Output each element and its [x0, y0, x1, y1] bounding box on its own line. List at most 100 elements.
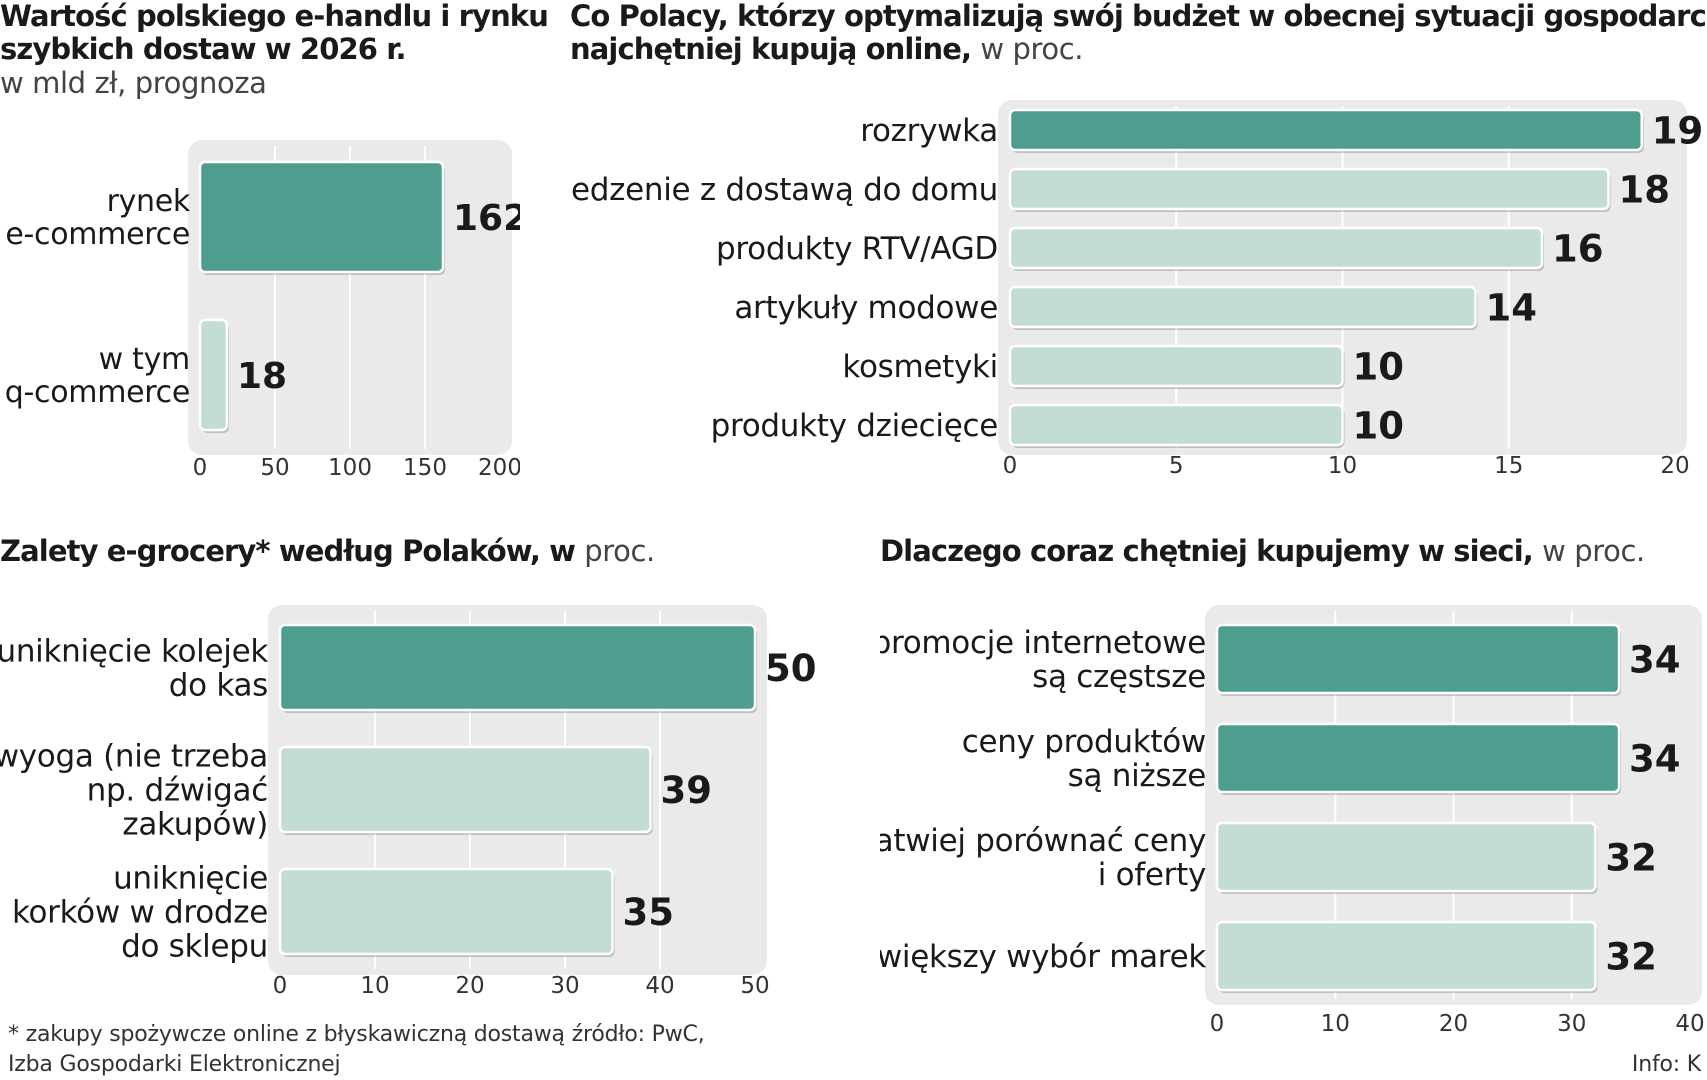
- category-label: do sklepu: [121, 928, 268, 964]
- category-label: rozrywka: [860, 113, 998, 149]
- chart-title-line-2: szybkich dostaw w 2026 r.: [0, 32, 407, 66]
- category-label: są częstsze: [1032, 659, 1206, 695]
- chart-title: Zalety e-grocery* według Polaków, w proc…: [0, 535, 655, 568]
- x-tick-label: 20: [1439, 1011, 1468, 1035]
- x-tick-label: 30: [1557, 1011, 1586, 1035]
- data-label: 18: [1619, 168, 1671, 211]
- category-label: produkty dziecięce: [711, 408, 998, 444]
- data-label: 35: [623, 891, 675, 934]
- chart-title-unit: proc.: [584, 534, 655, 568]
- x-tick-label: 50: [740, 973, 769, 999]
- x-tick-label: 100: [328, 455, 372, 480]
- data-label: 39: [661, 769, 713, 812]
- data-label: 34: [1629, 638, 1681, 681]
- chart-title: Wartość polskiego e-handlu i rynku szybk…: [0, 0, 549, 66]
- x-tick-label: 10: [1328, 453, 1357, 479]
- x-tick-label: 10: [1321, 1011, 1350, 1035]
- data-label: 10: [1353, 345, 1405, 388]
- bar: [1008, 403, 1344, 447]
- category-label: kosmetyki: [842, 349, 998, 385]
- category-label: np. dźwigać: [87, 772, 268, 808]
- data-label: 32: [1605, 935, 1657, 978]
- x-tick-label: 200: [478, 455, 520, 480]
- x-tick-label: 30: [550, 973, 579, 999]
- bar: [1008, 108, 1643, 152]
- chart-why-online: Dlaczego coraz chętniej kupujemy w sieci…: [880, 535, 1707, 1036]
- bar: [1215, 722, 1621, 794]
- footnote: * zakupy spożywcze online z błyskawiczną…: [8, 1020, 705, 1080]
- bar: [278, 867, 614, 956]
- bar: [198, 318, 229, 432]
- category-label: q-commerce: [5, 375, 190, 410]
- x-tick-label: 10: [360, 973, 389, 999]
- category-label: ceny produktów: [962, 724, 1206, 760]
- category-label: w tym: [99, 342, 190, 377]
- bar: [278, 745, 652, 834]
- footnote-line-2: Izba Gospodarki Elektronicznej: [8, 1052, 341, 1077]
- category-label: e-commerce: [5, 217, 190, 252]
- data-label: 10: [1353, 404, 1405, 447]
- category-label: uniknięcie: [113, 860, 268, 896]
- bar: [278, 623, 757, 712]
- bar: [1008, 344, 1344, 388]
- data-label: 34: [1629, 737, 1681, 780]
- x-tick-label: 0: [273, 973, 288, 999]
- bar: [1215, 623, 1621, 695]
- bar: [1215, 821, 1597, 893]
- chart-egrocery-advantages: Zalety e-grocery* według Polaków, w proc…: [0, 535, 830, 1000]
- credit: Info: K: [1631, 1052, 1701, 1077]
- x-tick-label: 5: [1169, 453, 1184, 479]
- x-tick-label: 40: [645, 973, 674, 999]
- data-label: 18: [237, 356, 287, 397]
- chart-title: Co Polacy, którzy optymalizują swój budż…: [570, 0, 1707, 66]
- chart-optimizers-purchases: Co Polacy, którzy optymalizują swój budż…: [570, 0, 1707, 480]
- category-label: do kas: [169, 667, 268, 703]
- category-label: i oferty: [1098, 857, 1206, 893]
- bar: [198, 160, 445, 274]
- data-label: 50: [765, 647, 817, 690]
- category-label: korków w drodze: [12, 894, 268, 930]
- x-tick-label: 150: [403, 455, 447, 480]
- x-tick-label: 0: [193, 455, 208, 480]
- chart-title-text: Zalety e-grocery* według Polaków, w: [0, 534, 576, 568]
- data-label: 19: [1652, 109, 1704, 152]
- chart-title-line-2-text: najchętniej kupują online,: [570, 32, 972, 66]
- chart-subtitle: w mld zł, prognoza: [0, 66, 267, 100]
- bar: [1008, 226, 1544, 270]
- x-tick-label: 50: [260, 455, 289, 480]
- bar: [1008, 285, 1477, 329]
- chart-title: Dlaczego coraz chętniej kupujemy w sieci…: [880, 535, 1645, 568]
- category-label: uniknięcie kolejek: [0, 633, 268, 669]
- chart-title-unit: w proc.: [980, 32, 1084, 66]
- data-label: 162: [453, 198, 520, 239]
- bar-chart-optimizers: 0 5 10 15 20 rozrywka 19 jedzenie z dostawą do …: [570, 100, 1704, 479]
- bar: [1008, 167, 1610, 211]
- chart-title-line-1: Wartość polskiego e-handlu i rynku: [0, 0, 549, 33]
- x-tick-label: 40: [1675, 1011, 1704, 1035]
- category-label: produkty RTV/AGD: [716, 231, 998, 267]
- chart-title-line-2: najchętniej kupują online, w proc.: [570, 33, 1707, 66]
- category-label: są niższe: [1068, 758, 1206, 794]
- x-tick-label: 15: [1494, 453, 1523, 479]
- chart-title-text: Dlaczego coraz chętniej kupujemy w sieci…: [880, 534, 1534, 568]
- x-tick-label: 0: [1210, 1011, 1225, 1035]
- data-label: 32: [1605, 836, 1657, 879]
- chart-title-line-1: Co Polacy, którzy optymalizują swój budż…: [570, 0, 1707, 33]
- data-label: 14: [1486, 286, 1538, 329]
- x-tick-label: 20: [1660, 453, 1689, 479]
- chart-title-unit: w proc.: [1542, 534, 1645, 568]
- chart-ecommerce-value: Wartość polskiego e-handlu i rynku szybk…: [0, 0, 549, 480]
- x-tick-label: 0: [1003, 453, 1018, 479]
- data-label: 16: [1552, 227, 1604, 270]
- category-label: artykuły modowe: [734, 290, 998, 326]
- x-tick-label: 20: [455, 973, 484, 999]
- category-label: łatwiej porównać ceny: [880, 823, 1206, 859]
- category-label: wyoga (nie trzeba: [0, 738, 268, 774]
- category-label: rynek: [107, 184, 191, 219]
- category-label: większy wybór marek: [880, 939, 1206, 975]
- category-label: zakupów): [122, 806, 268, 842]
- category-label: jedzenie z dostawą do domu: [570, 172, 998, 208]
